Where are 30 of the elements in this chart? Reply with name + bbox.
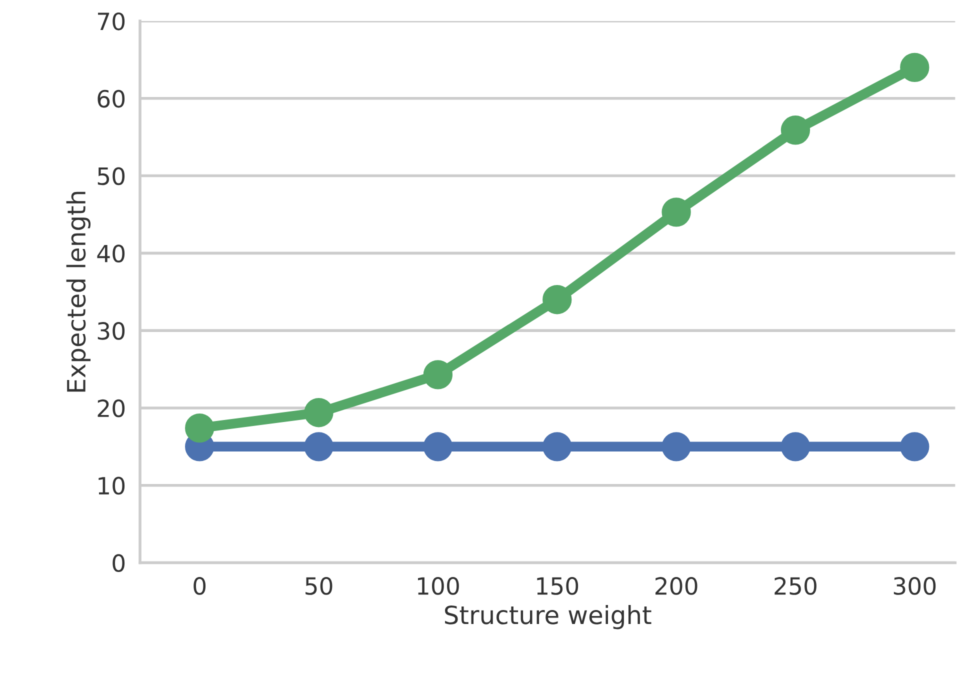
point bbox=[780, 116, 810, 145]
x-tick-label: 0 bbox=[194, 577, 206, 595]
point bbox=[185, 414, 214, 443]
y-tick-label: 60 bbox=[98, 90, 125, 108]
point bbox=[304, 398, 334, 428]
point bbox=[900, 432, 930, 462]
x-tick-label: 50 bbox=[306, 577, 332, 595]
y-tick-label: 0 bbox=[112, 554, 125, 572]
y-tick-label: 30 bbox=[98, 322, 125, 340]
y-tick-label: 10 bbox=[98, 476, 125, 495]
point bbox=[304, 432, 334, 462]
point bbox=[423, 432, 453, 462]
y-tick-label: 50 bbox=[98, 167, 125, 186]
point bbox=[662, 198, 691, 227]
x-tick-label: 250 bbox=[774, 577, 816, 595]
y-tick-label: 20 bbox=[98, 399, 125, 418]
y-tick-label: 40 bbox=[97, 244, 125, 262]
point bbox=[423, 360, 453, 390]
x-tick-label: 100 bbox=[418, 577, 459, 595]
point bbox=[542, 432, 572, 462]
point bbox=[780, 432, 810, 462]
point bbox=[662, 432, 691, 462]
x-axis-title: Structure weight bbox=[444, 605, 652, 630]
point bbox=[900, 52, 930, 82]
x-tick-label: 300 bbox=[894, 577, 936, 595]
x-tick-label: 150 bbox=[537, 577, 578, 595]
x-tick-label: 200 bbox=[655, 577, 698, 595]
point bbox=[542, 285, 572, 314]
y-axis-title: Expected length bbox=[66, 192, 91, 392]
y-tick-label: 70 bbox=[98, 12, 125, 30]
